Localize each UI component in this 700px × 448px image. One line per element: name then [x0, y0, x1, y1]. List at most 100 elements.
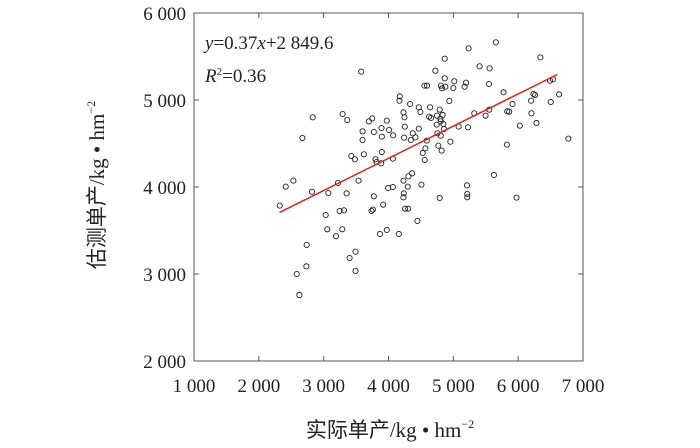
- x-axis-label: 实际单产/kg • hm−2: [306, 417, 474, 442]
- data-point: [401, 134, 408, 141]
- equation-eq: =0.37: [213, 33, 257, 54]
- data-point: [450, 84, 457, 92]
- data-point: [370, 128, 377, 136]
- data-point: [378, 124, 385, 132]
- data-point: [351, 156, 358, 163]
- data-point: [365, 118, 372, 125]
- data-point: [556, 91, 563, 98]
- data-point: [348, 152, 355, 160]
- x-tick-label: 3 000: [302, 376, 345, 397]
- data-point: [446, 97, 453, 105]
- data-point: [434, 112, 441, 119]
- data-point: [516, 122, 523, 129]
- data-point: [299, 134, 306, 142]
- data-point: [464, 194, 471, 201]
- data-point: [401, 114, 408, 121]
- data-point: [415, 125, 422, 132]
- y-tick-label: 2 000: [143, 352, 186, 373]
- data-point: [461, 83, 468, 90]
- data-point: [437, 82, 445, 89]
- data-point: [368, 207, 375, 215]
- data-point: [537, 54, 544, 61]
- x-tick-label: 2 000: [237, 376, 280, 397]
- data-point: [380, 201, 387, 208]
- equation-annotation: y=0.37x+2 849.6: [203, 33, 334, 54]
- data-point: [476, 63, 483, 70]
- data-point: [378, 133, 385, 140]
- data-point: [417, 108, 424, 116]
- data-point: [359, 136, 366, 144]
- data-point: [376, 230, 383, 238]
- data-point: [405, 205, 412, 212]
- data-point: [355, 177, 362, 184]
- r2-label: R: [204, 66, 217, 87]
- data-point: [344, 116, 351, 124]
- data-point: [528, 97, 535, 104]
- data-point: [421, 156, 428, 164]
- data-point: [412, 134, 419, 141]
- data-point: [547, 98, 554, 106]
- data-point: [506, 108, 513, 115]
- data-point: [414, 217, 421, 225]
- r2-value: =0.36: [222, 66, 266, 87]
- data-point: [407, 100, 414, 108]
- data-point: [296, 291, 303, 299]
- axis-ticks: [194, 13, 583, 361]
- data-point: [439, 111, 446, 119]
- data-point: [418, 181, 425, 188]
- data-points: [276, 39, 572, 299]
- data-point: [424, 82, 431, 89]
- data-point: [419, 149, 426, 157]
- x-tick-label: 1 000: [173, 376, 216, 397]
- data-point: [503, 141, 510, 148]
- data-point: [293, 270, 300, 278]
- data-point: [451, 78, 458, 85]
- data-point: [462, 79, 470, 86]
- data-point: [432, 67, 439, 74]
- data-point: [533, 119, 540, 127]
- data-point: [352, 267, 359, 275]
- data-point: [421, 82, 428, 89]
- data-point: [339, 110, 346, 118]
- data-point: [324, 226, 331, 233]
- data-point: [309, 114, 316, 121]
- x-tick-label: 4 000: [367, 376, 410, 397]
- data-point: [396, 97, 403, 104]
- data-point: [435, 142, 442, 149]
- equation-rest: +2 849.6: [266, 33, 334, 54]
- data-point: [400, 194, 407, 201]
- data-point: [407, 136, 414, 144]
- data-point: [290, 177, 297, 184]
- data-point: [409, 170, 416, 177]
- data-point: [433, 121, 440, 128]
- data-point: [530, 90, 537, 98]
- y-tick-labels: 2 000 3 000 4 000 5 000 6 000: [143, 4, 186, 373]
- data-point: [303, 241, 310, 248]
- x-tick-label: 6 000: [497, 376, 540, 397]
- data-point: [359, 128, 366, 135]
- data-point: [436, 106, 443, 113]
- data-point: [436, 194, 443, 202]
- data-point: [427, 104, 434, 111]
- data-point: [395, 230, 402, 238]
- x-axis-label-text: 实际单产/kg • hm: [306, 418, 462, 442]
- data-point: [513, 194, 520, 201]
- data-point: [528, 110, 535, 117]
- data-point: [438, 147, 445, 154]
- data-point: [486, 65, 493, 72]
- data-point: [482, 112, 489, 119]
- data-point: [485, 80, 492, 88]
- r2-sup: 2: [217, 66, 223, 78]
- data-point: [390, 132, 397, 139]
- regression-line: [279, 73, 558, 214]
- data-point: [463, 182, 470, 189]
- data-point: [402, 205, 409, 212]
- x-tick-labels: 1 000 2 000 3 000 4 000 5 000 6 000 7 000: [173, 376, 605, 397]
- data-point: [404, 183, 411, 190]
- data-point: [276, 202, 283, 209]
- data-point: [325, 189, 332, 197]
- data-point: [308, 188, 316, 195]
- x-tick-label: 7 000: [562, 376, 605, 397]
- x-axis-label-sup: −2: [461, 417, 474, 431]
